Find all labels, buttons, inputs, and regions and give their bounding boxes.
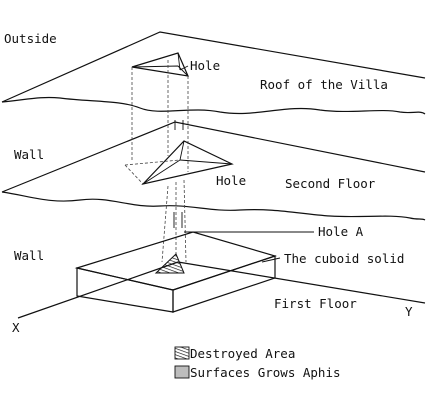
legend-destroyed-label: Destroyed Area (190, 346, 295, 361)
label-second-floor: Second Floor (285, 176, 376, 191)
hole-top-leader (179, 65, 189, 71)
roof-hole (131, 52, 189, 77)
second-floor-plane (1, 121, 426, 221)
label-wall-upper: Wall (14, 147, 44, 162)
label-roof: Roof of the Villa (260, 77, 388, 92)
legend-aphis-label: Surfaces Grows Aphis (190, 365, 341, 380)
label-wall-lower: Wall (14, 248, 44, 263)
label-axis-x: X (12, 320, 20, 335)
label-hole-mid: Hole (216, 173, 246, 188)
cuboid-leader (261, 257, 281, 263)
legend-aphis-swatch (174, 365, 190, 379)
hole-shaft (131, 60, 189, 263)
roof-plane (1, 31, 426, 115)
label-axis-y: Y (405, 304, 413, 319)
legend: Destroyed Area Surfaces Grows Aphis (174, 346, 341, 380)
legend-destroyed-swatch (174, 346, 190, 360)
label-cuboid: The cuboid solid (284, 251, 404, 266)
second-floor-hole (124, 140, 234, 186)
destroyed-area (154, 253, 185, 274)
first-floor-axes (17, 261, 426, 319)
label-hole-top: Hole (190, 58, 220, 73)
label-outside: Outside (4, 31, 57, 46)
label-hole-a: Hole A (318, 224, 364, 239)
label-first-floor: First Floor (274, 296, 357, 311)
